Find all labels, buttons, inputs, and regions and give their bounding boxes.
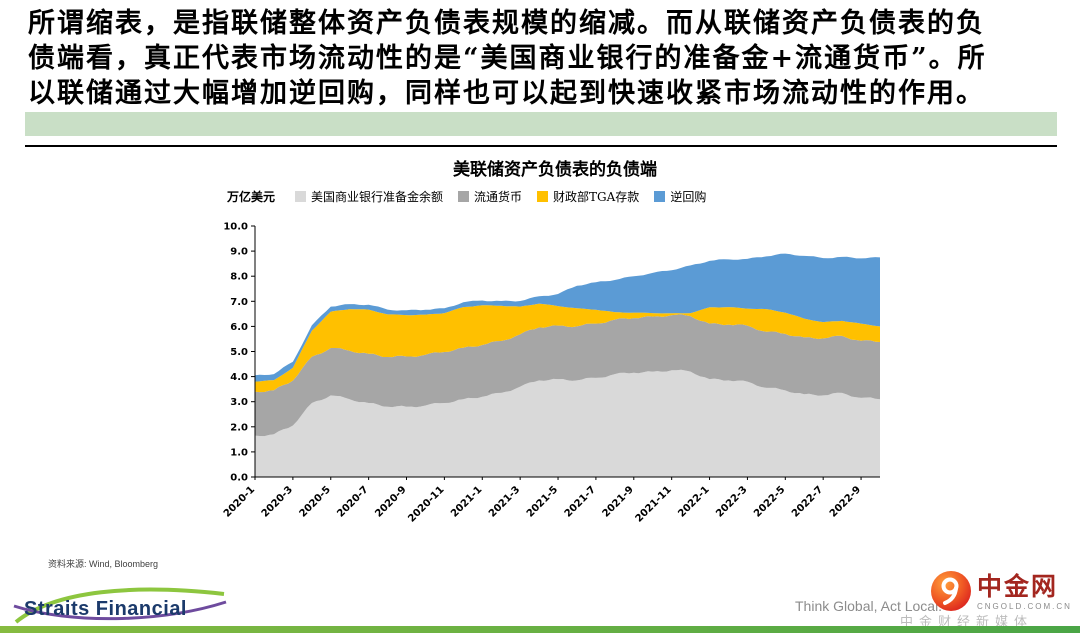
cngold-circle-icon — [931, 571, 971, 611]
legend-swatch-icon — [295, 190, 307, 202]
x-tick-label: 2020-5 — [298, 484, 333, 519]
cngold-name: 中金网 — [977, 573, 1059, 601]
x-tick-label: 2022-9 — [828, 484, 863, 519]
x-tick-label: 2022-7 — [790, 484, 825, 519]
intro-line-1: 所谓缩表，是指联储整体资产负债表规模的缩减。而从联储资产负债表的负 — [28, 8, 985, 39]
y-tick-label: 1.0 — [230, 447, 248, 458]
x-tick-label: 2020-7 — [335, 484, 370, 519]
straits-logo-text: Straits Financial — [24, 598, 187, 620]
y-tick-label: 10.0 — [223, 222, 248, 233]
cngold-domain: CNGOLD.COM.CN — [977, 602, 1072, 611]
tagline-text: Think Global, Act Local. — [795, 598, 943, 614]
x-tick-label: 2021-3 — [487, 484, 522, 519]
legend-item-0: 美国商业银行准备金余额 — [295, 188, 443, 205]
chart-title: 美联储资产负债表的负债端 — [453, 160, 657, 180]
legend-items: 美国商业银行准备金余额 流通货币 财政部TGA存款 逆回购 — [295, 188, 721, 205]
stacked-area-chart: 0.0 1.0 2.0 3.0 4.0 5.0 6.0 7.0 8.0 9.0 10.0 2020-1… — [222, 222, 880, 525]
straits-swoosh-icon — [13, 587, 227, 624]
x-tick-label: 2020-3 — [260, 484, 295, 519]
highlight-band — [25, 112, 1057, 136]
area-series-1 — [255, 314, 880, 437]
intro-line-2: 债端看，真正代表市场流动性的是“美国商业银行的准备金+流通货币”。所 — [28, 43, 987, 74]
straits-financial-logo: Straits Financial — [10, 578, 240, 628]
y-tick-label: 9.0 — [230, 247, 248, 258]
x-tick-label: 2022-5 — [752, 484, 787, 519]
legend-item-1: 流通货币 — [458, 188, 522, 205]
legend-swatch-icon — [654, 190, 666, 202]
x-tick-label: 2021-7 — [563, 484, 598, 519]
divider-rule — [25, 145, 1057, 147]
cngold-logo: 中金网 CNGOLD.COM.CN — [930, 570, 1072, 612]
area-series-0 — [255, 369, 880, 477]
chart-legend: 万亿美元 美国商业银行准备金余额 流通货币 财政部TGA存款 逆回购 — [227, 188, 905, 204]
x-tick-label: 2021-1 — [449, 484, 484, 519]
legend-swatch-icon — [458, 190, 470, 202]
x-tick-label: 2021-5 — [525, 484, 560, 519]
legend-label: 流通货币 — [474, 189, 523, 204]
y-tick-label: 6.0 — [230, 322, 248, 333]
watermark-text: 中金财经新媒体 — [900, 614, 1034, 629]
intro-line-3: 以联储通过大幅增加逆回购，同样也可以起到快速收紧市场流动性的作用。 — [28, 78, 985, 109]
area-series-2 — [255, 303, 880, 393]
y-tick-label: 4.0 — [230, 372, 248, 383]
cngold-text-block: 中金网 CNGOLD.COM.CN — [977, 570, 1072, 611]
y-tick-label: 3.0 — [230, 397, 248, 408]
x-tick-label: 2021-11 — [634, 484, 674, 524]
legend-label: 财政部TGA存款 — [553, 189, 640, 204]
y-tick-label: 7.0 — [230, 297, 248, 308]
x-tick-label: 2020-9 — [373, 484, 408, 519]
x-tick-label: 2022-1 — [676, 484, 711, 519]
x-tick-label: 2020-11 — [406, 484, 446, 524]
x-tick-label: 2022-3 — [714, 484, 749, 519]
intro-paragraph: 所谓缩表，是指联储整体资产负债表规模的缩减。而从联储资产负债表的负 债端看，真正… — [28, 6, 1068, 111]
y-tick-label: 2.0 — [230, 422, 248, 433]
y-tick-label: 8.0 — [230, 272, 248, 283]
x-tick-label: 2020-1 — [222, 484, 257, 519]
legend-swatch-icon — [537, 190, 549, 202]
legend-label: 逆回购 — [670, 189, 707, 204]
legend-item-2: 财政部TGA存款 — [537, 188, 639, 205]
area-series-3 — [255, 253, 880, 382]
source-note: 资料来源: Wind, Bloomberg — [48, 559, 159, 569]
y-axis-unit-label: 万亿美元 — [227, 189, 276, 204]
y-tick-label: 0.0 — [230, 473, 248, 484]
chart-block: 美联储资产负债表的负债端 万亿美元 美国商业银行准备金余额 流通货币 财政部TGA存… — [205, 158, 905, 546]
legend-label: 美国商业银行准备金余额 — [311, 189, 444, 204]
y-tick-label: 5.0 — [230, 347, 248, 358]
x-tick-label: 2021-9 — [601, 484, 636, 519]
bottom-bar — [0, 626, 1080, 633]
legend-item-3: 逆回购 — [654, 188, 706, 205]
